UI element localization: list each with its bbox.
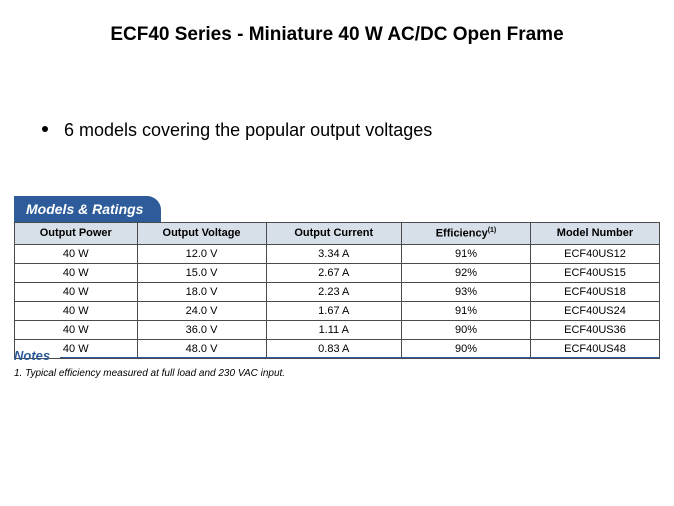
table-row: 40 W12.0 V3.34 A91%ECF40US12 — [15, 244, 660, 263]
col-output-current: Output Current — [266, 223, 401, 245]
cell: 18.0 V — [137, 282, 266, 301]
cell: ECF40US12 — [530, 244, 659, 263]
cell: ECF40US18 — [530, 282, 659, 301]
table-row: 40 W18.0 V2.23 A93%ECF40US18 — [15, 282, 660, 301]
notes-rule — [60, 357, 660, 358]
footnote: 1. Typical efficiency measured at full l… — [14, 368, 285, 379]
cell: ECF40US15 — [530, 263, 659, 282]
page-title: ECF40 Series - Miniature 40 W AC/DC Open… — [0, 0, 674, 46]
cell: 1.67 A — [266, 301, 401, 320]
cell: 90% — [401, 339, 530, 358]
notes-heading: Notes — [14, 348, 50, 363]
section-tab: Models & Ratings — [14, 196, 161, 222]
cell: 0.83 A — [266, 339, 401, 358]
cell: 91% — [401, 301, 530, 320]
cell: 93% — [401, 282, 530, 301]
bullet-text: 6 models covering the popular output vol… — [64, 120, 432, 141]
table-header-row: Output Power Output Voltage Output Curre… — [15, 223, 660, 245]
table-row: 40 W48.0 V0.83 A90%ECF40US48 — [15, 339, 660, 358]
cell: ECF40US48 — [530, 339, 659, 358]
cell: 40 W — [15, 244, 138, 263]
cell: ECF40US24 — [530, 301, 659, 320]
col-model-number: Model Number — [530, 223, 659, 245]
cell: 40 W — [15, 263, 138, 282]
bullet-icon — [42, 126, 48, 132]
cell: 92% — [401, 263, 530, 282]
cell: 2.67 A — [266, 263, 401, 282]
table-row: 40 W15.0 V2.67 A92%ECF40US15 — [15, 263, 660, 282]
cell: 2.23 A — [266, 282, 401, 301]
cell: 48.0 V — [137, 339, 266, 358]
ratings-table: Output Power Output Voltage Output Curre… — [14, 222, 660, 359]
cell: 90% — [401, 320, 530, 339]
cell: 91% — [401, 244, 530, 263]
table-row: 40 W24.0 V1.67 A91%ECF40US24 — [15, 301, 660, 320]
col-efficiency: Efficiency(1) — [401, 223, 530, 245]
cell: 24.0 V — [137, 301, 266, 320]
cell: 12.0 V — [137, 244, 266, 263]
bullet-item: 6 models covering the popular output vol… — [42, 120, 674, 141]
cell: 15.0 V — [137, 263, 266, 282]
cell: 1.11 A — [266, 320, 401, 339]
cell: 40 W — [15, 320, 138, 339]
cell: 40 W — [15, 301, 138, 320]
cell: 40 W — [15, 282, 138, 301]
cell: 36.0 V — [137, 320, 266, 339]
col-output-voltage: Output Voltage — [137, 223, 266, 245]
col-output-power: Output Power — [15, 223, 138, 245]
table-row: 40 W36.0 V1.11 A90%ECF40US36 — [15, 320, 660, 339]
cell: 3.34 A — [266, 244, 401, 263]
cell: ECF40US36 — [530, 320, 659, 339]
